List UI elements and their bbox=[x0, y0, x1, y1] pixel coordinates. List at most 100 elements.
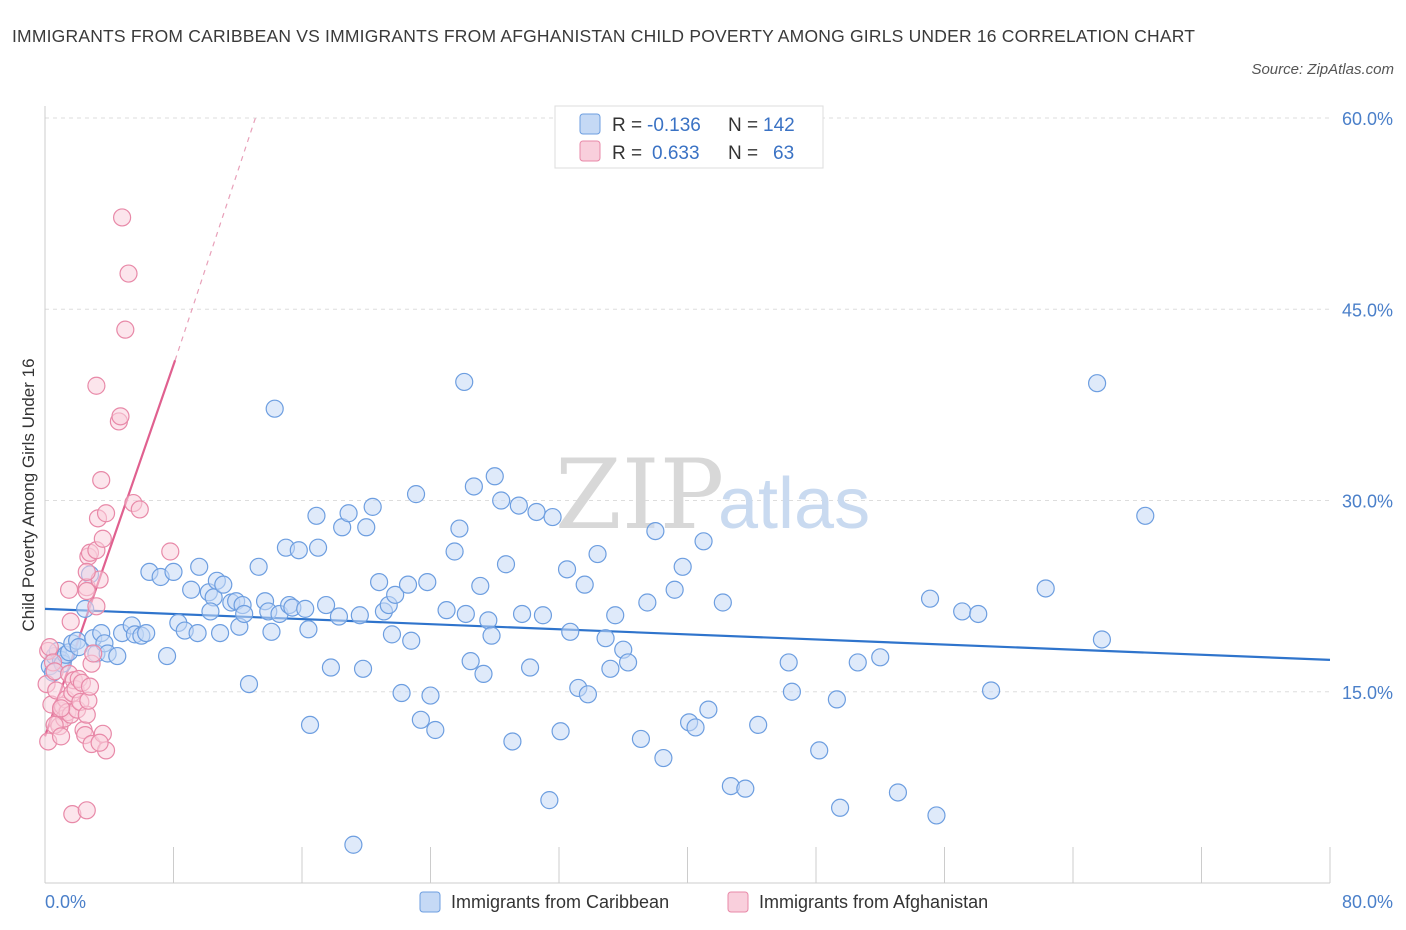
caribbean-point bbox=[474, 664, 493, 684]
caribbean-point bbox=[398, 575, 418, 594]
afghanistan-point bbox=[40, 638, 59, 657]
caribbean-trendline bbox=[44, 607, 1331, 661]
caribbean-point bbox=[927, 806, 946, 825]
source-label: Source: ZipAtlas.com bbox=[1251, 61, 1394, 78]
caribbean-point bbox=[265, 399, 284, 418]
afghanistan-point bbox=[87, 376, 106, 395]
caribbean-point bbox=[749, 715, 768, 735]
bottom-legend-swatch-afghanistan bbox=[727, 891, 749, 913]
legend-r-value-caribbean: -0.136 bbox=[647, 115, 701, 136]
caribbean-point bbox=[108, 646, 127, 666]
caribbean-point bbox=[418, 572, 437, 592]
caribbean-point bbox=[540, 791, 559, 810]
caribbean-point bbox=[370, 572, 389, 592]
caribbean-point bbox=[503, 732, 522, 751]
caribbean-point bbox=[316, 595, 336, 615]
caribbean-point bbox=[289, 541, 308, 560]
caribbean-point bbox=[456, 604, 475, 624]
caribbean-point bbox=[392, 683, 411, 703]
caribbean-point bbox=[673, 557, 692, 576]
afghanistan-point bbox=[116, 320, 135, 339]
caribbean-point bbox=[190, 557, 209, 576]
afghanistan-point bbox=[112, 208, 132, 227]
caribbean-point bbox=[455, 372, 474, 392]
caribbean-point bbox=[533, 606, 553, 625]
afghanistan-point bbox=[77, 801, 96, 820]
legend-r-value-afghanistan: 0.633 bbox=[652, 143, 700, 164]
legend-r-label-caribbean: R = bbox=[612, 115, 642, 136]
afghanistan-point bbox=[119, 264, 138, 283]
afghanistan-trendline-extrapolated bbox=[174, 117, 256, 361]
caribbean-point bbox=[646, 521, 665, 541]
caribbean-point bbox=[827, 690, 846, 709]
afghanistan-point bbox=[59, 580, 79, 599]
afghanistan-point bbox=[77, 562, 96, 582]
caribbean-point bbox=[210, 623, 230, 643]
caribbean-point bbox=[782, 682, 802, 701]
caribbean-point bbox=[450, 519, 469, 538]
afghanistan-point bbox=[51, 727, 71, 746]
trendlines bbox=[43, 117, 1331, 737]
caribbean-point bbox=[871, 648, 890, 667]
caribbean-point bbox=[496, 555, 516, 574]
caribbean-point bbox=[638, 593, 657, 612]
y-tick-label: 30.0% bbox=[1342, 492, 1393, 512]
caribbean-point bbox=[235, 604, 254, 624]
afghanistan-point bbox=[90, 733, 109, 752]
caribbean-point bbox=[421, 686, 440, 705]
caribbean-point bbox=[1136, 506, 1155, 525]
caribbean-point bbox=[445, 542, 464, 561]
series-legend: Immigrants from Caribbean Immigrants fro… bbox=[419, 891, 988, 913]
afghanistan-point bbox=[161, 542, 180, 561]
y-tick-label: 45.0% bbox=[1342, 300, 1393, 320]
caribbean-point bbox=[339, 504, 358, 523]
afghanistan-point bbox=[51, 699, 71, 718]
chart-title: IMMIGRANTS FROM CARIBBEAN VS IMMIGRANTS … bbox=[12, 26, 1196, 46]
caribbean-point bbox=[188, 623, 207, 643]
caribbean-point bbox=[1087, 374, 1107, 393]
afghanistan-point bbox=[77, 581, 96, 601]
afghanistan-point bbox=[96, 504, 116, 523]
caribbean-point bbox=[164, 562, 183, 582]
bottom-legend-label-afghanistan: Immigrants from Afghanistan bbox=[759, 892, 988, 912]
caribbean-point bbox=[300, 715, 320, 735]
caribbean-point bbox=[262, 622, 281, 641]
caribbean-point bbox=[249, 557, 268, 576]
caribbean-point bbox=[631, 729, 651, 749]
legend-n-label-caribbean: N = bbox=[728, 115, 758, 136]
afghanistan-point bbox=[130, 500, 149, 519]
caribbean-point bbox=[402, 631, 421, 650]
afghanistan-point bbox=[80, 677, 100, 696]
legend-r-label-afghanistan: R = bbox=[612, 143, 642, 164]
caribbean-point bbox=[182, 580, 201, 599]
caribbean-point bbox=[437, 601, 456, 620]
afghanistan-point bbox=[93, 529, 112, 548]
caribbean-point bbox=[299, 620, 318, 639]
x-tick-label-max: 80.0% bbox=[1342, 892, 1393, 912]
caribbean-point bbox=[406, 485, 426, 504]
caribbean-point bbox=[485, 467, 504, 486]
caribbean-point bbox=[699, 700, 718, 719]
caribbean-point bbox=[665, 580, 684, 599]
y-tick-labels: 15.0% 30.0% 45.0% 60.0% bbox=[1342, 109, 1393, 703]
caribbean-point bbox=[509, 496, 528, 515]
afghanistan-point bbox=[111, 407, 130, 426]
y-tick-label: 15.0% bbox=[1342, 683, 1393, 703]
caribbean-point bbox=[557, 560, 577, 579]
caribbean-point bbox=[920, 589, 940, 608]
caribbean-point bbox=[461, 652, 480, 671]
caribbean-point bbox=[596, 629, 615, 648]
caribbean-point bbox=[527, 502, 546, 522]
bottom-legend-label-caribbean: Immigrants from Caribbean bbox=[451, 892, 669, 912]
caribbean-point bbox=[307, 506, 326, 525]
caribbean-point bbox=[357, 518, 376, 537]
caribbean-point bbox=[464, 477, 483, 496]
caribbean-point bbox=[363, 497, 382, 516]
caribbean-point bbox=[551, 722, 570, 741]
caribbean-point bbox=[512, 604, 532, 624]
afghanistan-point bbox=[84, 644, 103, 663]
caribbean-point bbox=[296, 599, 315, 618]
legend-swatch-caribbean bbox=[579, 113, 601, 135]
caribbean-point bbox=[329, 607, 349, 626]
